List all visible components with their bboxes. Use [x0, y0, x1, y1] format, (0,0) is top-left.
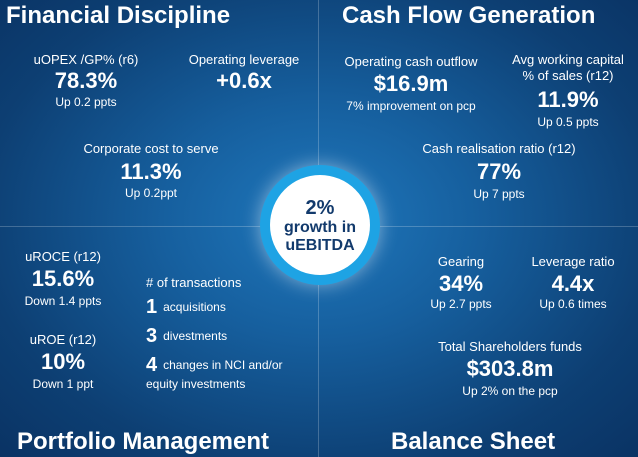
shareholders-funds-label: Total Shareholders funds: [438, 339, 582, 354]
uopex-gp-change: Up 0.2 ppts: [55, 95, 117, 109]
operating-cash-outflow-label: Operating cash outflow: [344, 54, 478, 69]
uroe-change: Down 1 ppt: [32, 377, 94, 391]
corporate-cost-label: Corporate cost to serve: [83, 141, 219, 156]
corporate-cost-change: Up 0.2ppt: [124, 186, 178, 200]
center-circle: [270, 175, 370, 275]
ebitda-growth-value: 2%: [305, 197, 335, 219]
transaction-nci-changes: 4 changes in NCI and/or: [146, 354, 283, 377]
transaction-nci-changes-line2: equity investments: [146, 377, 246, 391]
leverage-ratio-value: 4.4x: [551, 271, 595, 296]
corporate-cost-value: 11.3%: [120, 159, 182, 184]
center-circle-text: 2% growth in uEBITDA: [270, 197, 370, 255]
operating-cash-outflow-change: 7% improvement on pcp: [346, 99, 476, 113]
ebitda-growth-line1: growth in: [284, 219, 356, 236]
uopex-gp-label: uOPEX /GP% (r6): [33, 52, 139, 67]
uroce-change: Down 1.4 ppts: [24, 294, 102, 308]
financial-discipline-title: Financial Discipline: [6, 2, 231, 29]
ebitda-growth-line2: uEBITDA: [285, 237, 355, 254]
gearing-label: Gearing: [437, 254, 485, 269]
transaction-count: 4: [146, 354, 158, 376]
cash-realisation-label: Cash realisation ratio (r12): [422, 141, 576, 156]
leverage-ratio-label: Leverage ratio: [531, 254, 615, 269]
avg-working-capital-change: Up 0.5 ppts: [537, 115, 599, 129]
transaction-text: acquisitions: [163, 300, 226, 314]
transaction-text: divestments: [163, 329, 228, 343]
avg-working-capital-label-2: % of sales (r12): [522, 68, 614, 83]
balance-sheet-title: Balance Sheet: [391, 428, 556, 455]
transaction-count: 1: [146, 296, 158, 318]
cash-realisation-change: Up 7 ppts: [473, 187, 525, 201]
uroe-value: 10%: [40, 349, 86, 374]
shareholders-funds-change: Up 2% on the pcp: [462, 384, 558, 398]
gearing-value: 34%: [438, 271, 484, 296]
uroce-value: 15.6%: [31, 266, 95, 291]
portfolio-management-title: Portfolio Management: [17, 428, 270, 455]
shareholders-funds-value: $303.8m: [466, 356, 554, 381]
transaction-text: changes in NCI and/or: [163, 358, 283, 372]
transaction-divestments: 3 divestments: [146, 325, 227, 348]
avg-working-capital-value: 11.9%: [537, 87, 599, 112]
operating-leverage-label: Operating leverage: [188, 52, 300, 67]
transactions-heading: # of transactions: [146, 275, 242, 290]
transaction-acquisitions: 1 acquisitions: [146, 296, 226, 319]
leverage-ratio-change: Up 0.6 times: [539, 297, 607, 311]
operating-cash-outflow-value: $16.9m: [373, 71, 449, 96]
uroce-label: uROCE (r12): [25, 249, 101, 264]
cash-flow-generation-title: Cash Flow Generation: [342, 2, 596, 29]
cash-realisation-value: 77%: [476, 159, 522, 184]
uopex-gp-value: 78.3%: [54, 68, 118, 93]
avg-working-capital-label-1: Avg working capital: [512, 52, 624, 67]
uroe-label: uROE (r12): [29, 332, 97, 347]
operating-leverage-value: +0.6x: [216, 68, 272, 93]
gearing-change: Up 2.7 ppts: [430, 297, 492, 311]
transaction-count: 3: [146, 325, 158, 347]
